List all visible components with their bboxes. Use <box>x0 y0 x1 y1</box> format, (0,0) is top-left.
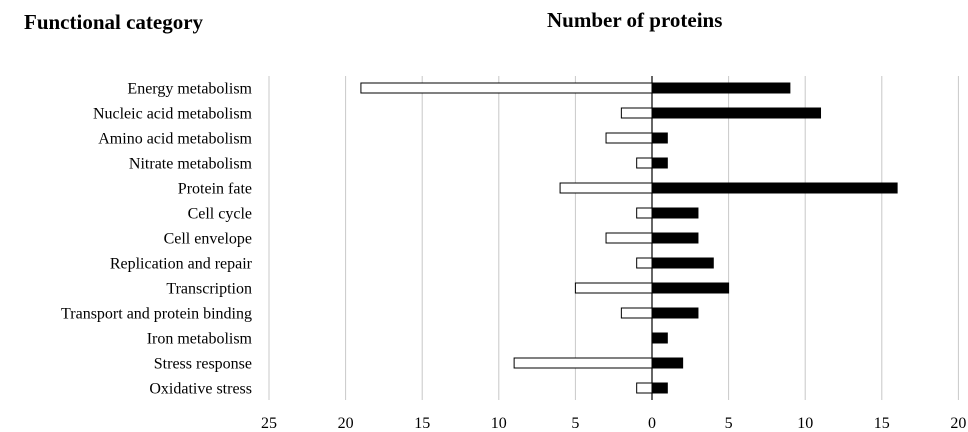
category-label: Transport and protein binding <box>61 306 252 323</box>
x-tick-label: 25 <box>261 415 277 432</box>
category-label: Protein fate <box>178 181 252 198</box>
x-tick-label: 15 <box>414 415 430 432</box>
category-label: Cell envelope <box>164 231 252 248</box>
bar-right-series <box>652 108 821 118</box>
category-label: Stress response <box>154 356 252 373</box>
x-tick-label: 10 <box>797 415 813 432</box>
bar-right-series <box>652 308 698 318</box>
bar-left-series <box>637 258 652 268</box>
bar-right-series <box>652 258 713 268</box>
bar-left-series <box>575 283 652 293</box>
bar-left-series <box>514 358 652 368</box>
category-label: Nucleic acid metabolism <box>93 106 253 123</box>
bar-right-series <box>652 83 790 93</box>
x-tick-label: 5 <box>725 415 733 432</box>
x-axis-ticks: 25 20 15 10 5 0 5 10 15 20 <box>261 415 966 432</box>
x-tick-label: 5 <box>571 415 579 432</box>
category-label: Replication and repair <box>110 256 253 273</box>
x-tick-label: 20 <box>950 415 966 432</box>
bar-right-series <box>652 283 729 293</box>
category-labels: Energy metabolism Nucleic acid metabolism… <box>61 81 253 398</box>
bar-right-series <box>652 333 667 343</box>
category-label: Nitrate metabolism <box>129 156 253 173</box>
bar-left-series <box>621 108 652 118</box>
x-tick-label: 10 <box>491 415 507 432</box>
bar-left-series <box>361 83 652 93</box>
category-label: Energy metabolism <box>127 81 252 98</box>
category-label: Cell cycle <box>188 206 252 223</box>
bar-right-series <box>652 158 667 168</box>
bar-left-series <box>637 383 652 393</box>
bar-right-series <box>652 383 667 393</box>
category-label: Oxidative stress <box>149 381 252 398</box>
bar-right-series <box>652 233 698 243</box>
bar-right-series <box>652 358 683 368</box>
bar-left-series <box>637 208 652 218</box>
x-tick-label: 20 <box>338 415 354 432</box>
bars <box>361 83 897 393</box>
bar-left-series <box>606 233 652 243</box>
bar-right-series <box>652 208 698 218</box>
bar-left-series <box>637 158 652 168</box>
x-tick-label: 0 <box>648 415 656 432</box>
category-label: Iron metabolism <box>147 331 253 348</box>
bar-left-series <box>606 133 652 143</box>
bar-left-series <box>621 308 652 318</box>
bar-right-series <box>652 183 897 193</box>
category-label: Amino acid metabolism <box>98 131 252 148</box>
category-label: Transcription <box>166 281 252 298</box>
bar-right-series <box>652 133 667 143</box>
x-tick-label: 15 <box>874 415 890 432</box>
bar-left-series <box>560 183 652 193</box>
